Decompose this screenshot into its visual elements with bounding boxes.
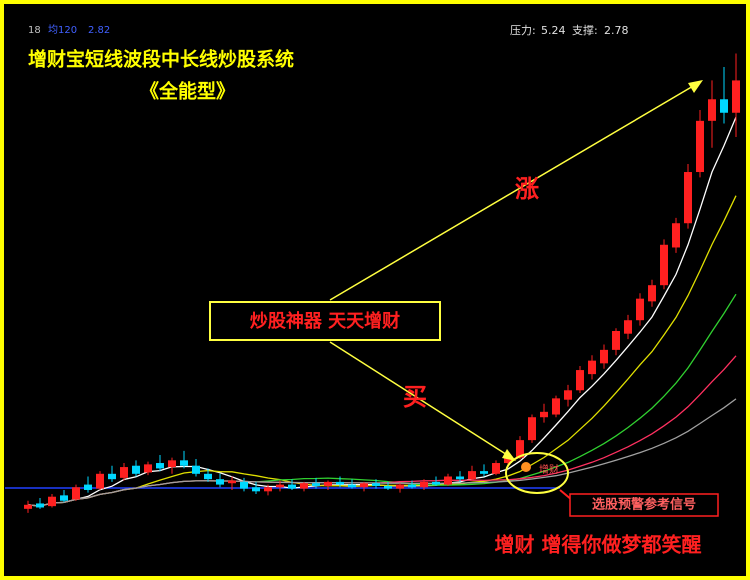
signal-note: 选股预警参考信号	[592, 497, 696, 513]
candle-body	[276, 484, 284, 488]
candle-body	[372, 483, 380, 486]
candle-body	[636, 298, 644, 321]
candle-body	[60, 495, 68, 501]
signal-icon	[521, 462, 531, 472]
candle-body	[732, 80, 740, 113]
candle-body	[120, 467, 128, 478]
candle-body	[192, 465, 200, 474]
footer-slogan: 增财 增得你做梦都笑醒	[495, 533, 702, 557]
candle-body	[444, 476, 452, 485]
candle-body	[72, 487, 80, 500]
candle-body	[264, 487, 272, 492]
candle-body	[480, 471, 488, 474]
arrow-down	[329, 341, 513, 459]
header-id: 18	[28, 25, 41, 36]
header-ma-value: 2.82	[88, 25, 110, 36]
candle-body	[504, 457, 512, 464]
signal-circle	[505, 452, 569, 494]
candle-body	[168, 460, 176, 468]
candle-body	[156, 463, 164, 469]
slogan-text: 炒股神器 天天增财	[250, 310, 400, 332]
buy-label: 买	[403, 383, 427, 411]
slogan-box	[209, 301, 441, 341]
candle-body	[132, 465, 140, 474]
candle-body	[708, 99, 716, 121]
candle-body	[552, 398, 560, 415]
signal-note-box	[569, 493, 719, 517]
candle-body	[240, 481, 248, 489]
candle-body	[468, 471, 476, 480]
candle-body	[600, 349, 608, 364]
plot-area	[24, 53, 740, 513]
candle-body	[84, 484, 92, 490]
candle-body	[564, 390, 572, 400]
candle-body	[288, 484, 296, 489]
candle-body	[612, 331, 620, 350]
candle-body	[684, 172, 692, 224]
chart-subtitle: 《全能型》	[140, 80, 235, 103]
candle-body	[252, 487, 260, 492]
candle-body	[228, 480, 236, 484]
candle-body	[408, 484, 416, 488]
candle-body	[516, 440, 524, 458]
candle-body	[144, 464, 152, 473]
candle-body	[720, 99, 728, 113]
candle-body	[180, 460, 188, 466]
candle-body	[576, 370, 584, 391]
header-ma-label: 均120	[48, 24, 77, 36]
signal-label: 增财	[539, 463, 559, 476]
pressure-value: 5.24	[541, 24, 566, 37]
candle-body	[672, 223, 680, 248]
candle-body	[300, 483, 308, 489]
candle-body	[312, 483, 320, 486]
candle-body	[432, 481, 440, 485]
candle-body	[108, 473, 116, 480]
candle-body	[540, 411, 548, 418]
arrow-head	[502, 449, 516, 461]
candle-body	[348, 484, 356, 488]
arrow-up	[329, 81, 701, 301]
candle-body	[456, 476, 464, 480]
candle-body	[96, 473, 104, 489]
candle-body	[360, 483, 368, 488]
candle-body	[624, 320, 632, 334]
candle-body	[24, 504, 32, 509]
candle-body	[216, 479, 224, 485]
candle-body	[204, 473, 212, 480]
candle-body	[48, 496, 56, 507]
candle-body	[696, 120, 704, 173]
moving-average-line	[27, 195, 737, 507]
support-label: 支撑:	[572, 23, 598, 37]
arrow-head	[688, 80, 703, 93]
candle-body	[336, 481, 344, 485]
candle-body	[324, 481, 332, 486]
rise-label: 涨	[515, 175, 539, 203]
candle-body	[36, 503, 44, 508]
candle-body	[492, 463, 500, 474]
candle-body	[420, 481, 428, 488]
support-value: 2.78	[604, 24, 629, 37]
chart-title: 增财宝短线波段中长线炒股系统	[28, 48, 294, 71]
moving-average-line	[27, 398, 737, 507]
candle-body	[648, 285, 656, 302]
candle-body	[396, 484, 404, 489]
candle-body	[528, 417, 536, 441]
candle-body	[588, 360, 596, 375]
candle-body	[384, 485, 392, 489]
pressure-label: 压力:	[510, 24, 536, 37]
candle-body	[660, 244, 668, 286]
